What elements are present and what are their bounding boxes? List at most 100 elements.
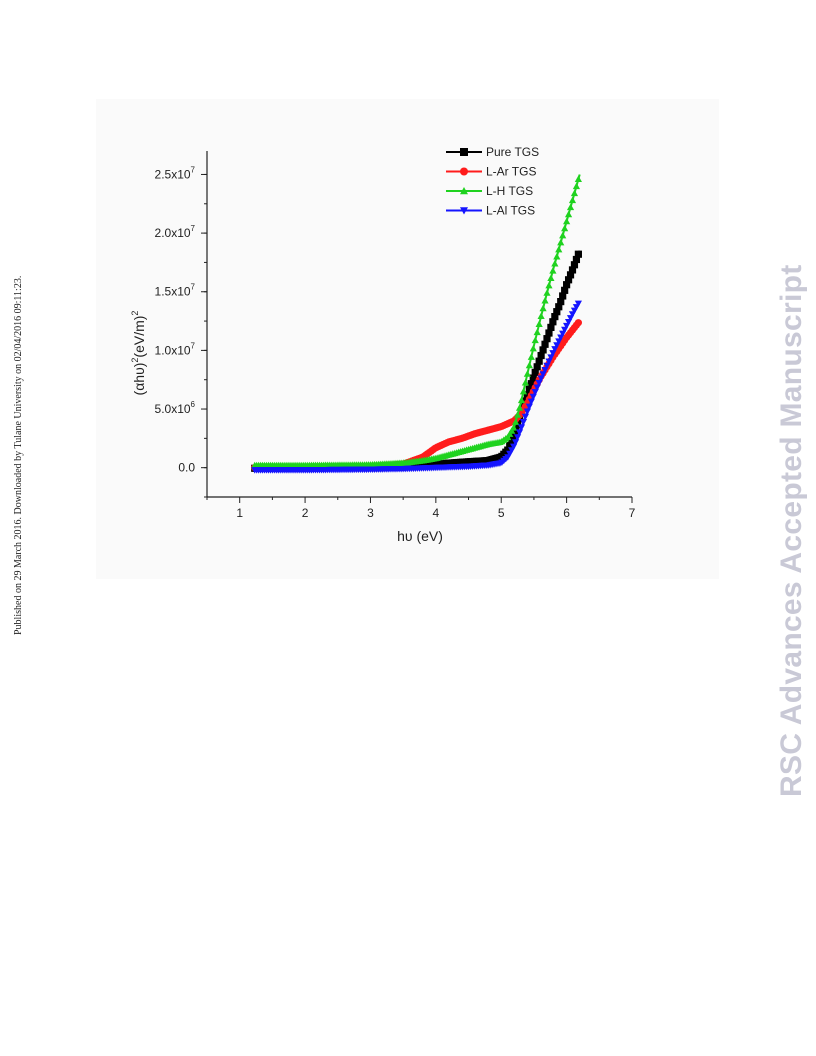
data-point [519, 387, 528, 395]
data-point [515, 429, 524, 436]
data-point [512, 427, 520, 435]
data-point [523, 408, 531, 415]
data-point [570, 189, 579, 197]
data-point [561, 286, 569, 294]
data-point [531, 389, 539, 396]
data-point [563, 281, 571, 289]
data-point [547, 274, 555, 282]
data-point [541, 340, 549, 348]
series-l-h-tgs [251, 174, 582, 469]
legend-label: L-Al TGS [486, 204, 535, 218]
data-series [251, 174, 582, 474]
data-point [568, 196, 577, 204]
data-point [545, 281, 553, 289]
data-point [557, 238, 565, 246]
legend-item: L-Ar TGS [446, 165, 536, 179]
legend-label: L-H TGS [486, 184, 533, 198]
data-point [525, 403, 533, 411]
data-point [529, 344, 537, 352]
x-tick-label: 1 [236, 506, 243, 520]
data-point [533, 328, 541, 336]
data-point [504, 446, 512, 454]
data-point [523, 391, 531, 399]
data-point [539, 304, 547, 312]
data-point [574, 319, 582, 327]
y-tick-label: 0.0 [178, 461, 195, 475]
data-point [541, 297, 549, 304]
data-point [531, 336, 539, 344]
data-point [543, 289, 551, 296]
accepted-manuscript-watermark: RSC Advances Accepted Manuscript [775, 264, 808, 797]
series-pure-tgs [251, 250, 582, 472]
legend-label: Pure TGS [486, 145, 539, 159]
data-point [527, 380, 535, 388]
x-tick-label: 2 [302, 506, 309, 520]
y-tick-label: 1.0x107 [155, 341, 196, 357]
data-point [529, 374, 537, 382]
axes: 1 2 3 4 5 6 7 0.0 5.0x106 1.0x107 1.5x107 2.0x107 2.… [155, 151, 636, 520]
data-point [574, 250, 582, 258]
data-point [574, 175, 582, 183]
data-point [525, 385, 533, 393]
data-point [537, 312, 545, 320]
data-point [551, 313, 559, 321]
data-point [563, 217, 571, 225]
legend-item: L-Al TGS [446, 204, 535, 218]
data-point [539, 346, 547, 354]
data-point [570, 261, 579, 269]
data-point [513, 421, 522, 429]
data-point [533, 384, 541, 391]
x-tick-label: 3 [367, 506, 374, 520]
data-point [568, 266, 577, 274]
data-point [515, 404, 524, 411]
data-point [561, 224, 569, 232]
data-point [572, 255, 581, 264]
data-point [521, 379, 530, 386]
data-point [557, 297, 565, 306]
data-point [527, 353, 535, 360]
series-l-al-tgs [251, 300, 582, 474]
data-point [510, 432, 518, 440]
data-point [506, 441, 514, 450]
data-point [553, 252, 561, 260]
data-point [543, 335, 551, 343]
data-point [555, 245, 563, 253]
legend-marker [460, 167, 468, 176]
tauc-plot-chart: 1 2 3 4 5 6 7 0.0 5.0x106 1.0x107 1.5x107 2.0x107 2.… [130, 145, 636, 544]
legend-item: Pure TGS [446, 145, 539, 159]
data-point [519, 419, 528, 426]
y-tick-label: 2.5x107 [155, 165, 196, 181]
data-point [547, 323, 555, 332]
data-point [535, 320, 543, 327]
legend-marker [460, 207, 468, 215]
data-point [513, 411, 522, 418]
data-point [531, 368, 539, 377]
legend-marker [460, 187, 468, 195]
data-point [564, 276, 573, 284]
publication-note: Published on 29 March 2016. Downloaded b… [13, 275, 24, 635]
data-point [566, 271, 575, 279]
x-tick-label: 6 [563, 506, 570, 520]
data-point [559, 231, 567, 239]
data-point [545, 329, 553, 337]
data-point [529, 393, 537, 401]
data-point [517, 396, 526, 404]
x-tick-label: 5 [498, 506, 505, 520]
data-point [521, 413, 530, 421]
data-point [537, 351, 545, 360]
y-tick-label: 5.0x106 [155, 400, 196, 416]
series-line [254, 174, 581, 467]
data-point [549, 267, 557, 274]
data-point [527, 398, 535, 406]
x-tick-label: 7 [629, 506, 636, 520]
data-point [508, 437, 516, 445]
data-point [535, 357, 543, 365]
data-point [574, 300, 582, 308]
legend-item: L-H TGS [446, 184, 533, 198]
data-point [523, 370, 531, 377]
data-point [517, 424, 526, 431]
data-point [525, 361, 533, 369]
data-point [549, 318, 557, 326]
data-point [566, 203, 575, 211]
data-point [510, 424, 518, 431]
